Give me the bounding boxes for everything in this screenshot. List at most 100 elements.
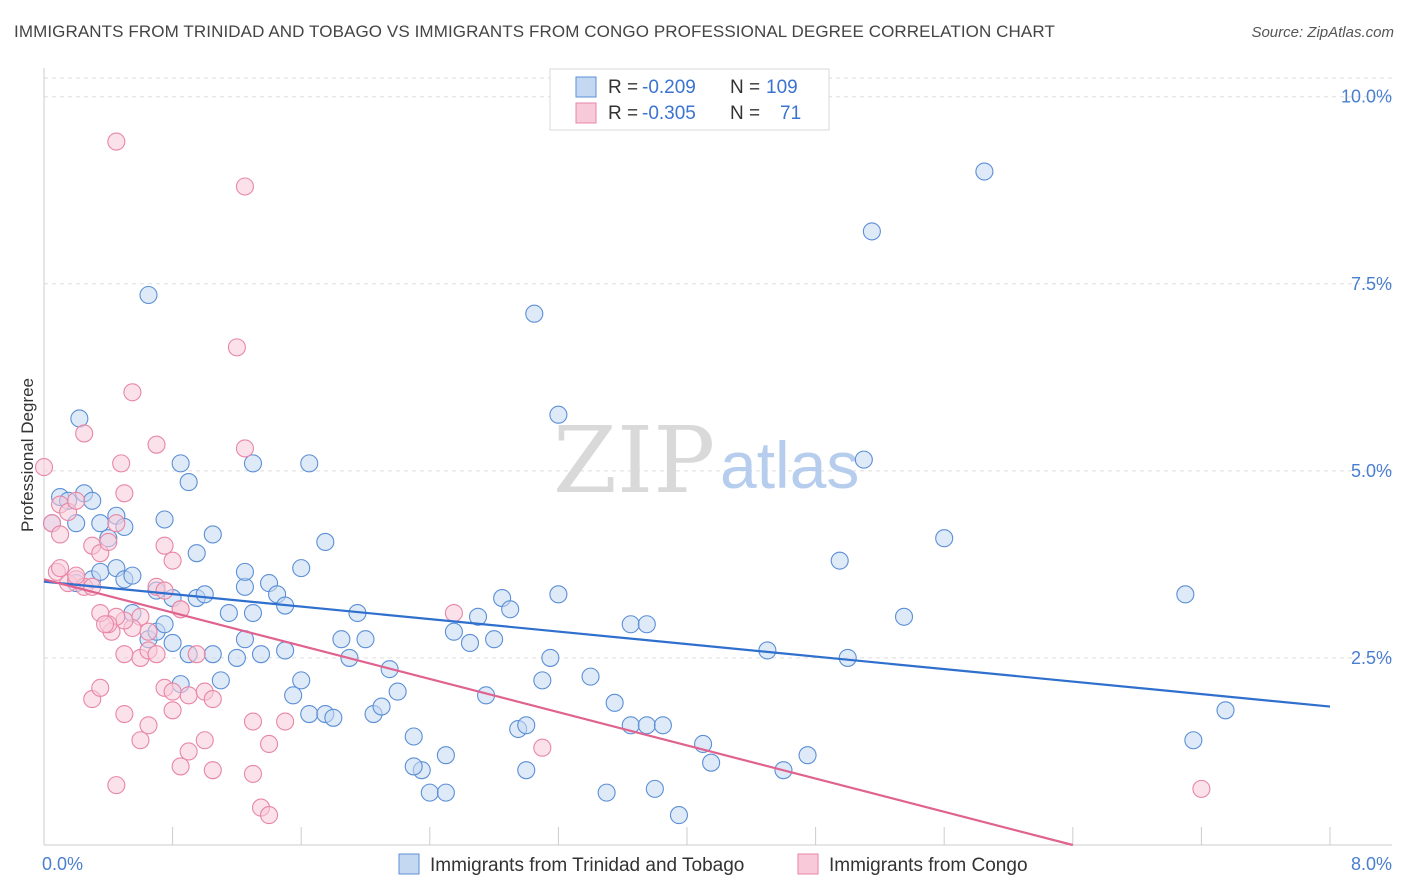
congo-point-13 <box>115 484 134 503</box>
trinidad-point-29 <box>292 559 311 578</box>
congo-point-48 <box>203 761 222 780</box>
trinidad-point-74 <box>485 630 504 649</box>
congo-point-38 <box>203 690 222 709</box>
trinidad-point-51 <box>284 686 303 705</box>
congo-point-64 <box>96 615 115 634</box>
trinidad-point-92 <box>669 806 689 825</box>
trinidad-point-79 <box>533 671 552 690</box>
congo-point-19 <box>163 551 182 570</box>
trinidad-point-23 <box>219 603 238 623</box>
trinidad-point-56 <box>332 630 351 649</box>
legend-r-value-1: -0.209 <box>642 77 696 98</box>
legend-n-value-2: 71 <box>780 103 801 124</box>
congo-point-44 <box>163 701 182 720</box>
top-legend: R = -0.209 N = 109 R = -0.305 N = 71 <box>549 68 830 131</box>
trinidad-point-78 <box>517 761 536 780</box>
congo-point-14 <box>75 424 94 443</box>
congo-point-43 <box>139 716 158 735</box>
congo-point-15 <box>123 383 142 402</box>
trinidad-point-22 <box>195 585 214 604</box>
trinidad-point-12 <box>155 510 174 529</box>
series-congo-points <box>34 132 1211 825</box>
congo-point-16 <box>112 454 131 473</box>
x-tick-label-1: 8.0% <box>1351 854 1392 874</box>
congo-point-57 <box>227 338 246 357</box>
congo-point-55 <box>107 132 126 151</box>
legend-n-label-2: N = <box>730 103 760 124</box>
congo-point-35 <box>179 686 198 705</box>
congo-point-12 <box>107 514 126 533</box>
trinidad-point-64 <box>404 727 423 746</box>
trinidad-point-10 <box>70 409 89 428</box>
congo-point-70 <box>1192 779 1211 798</box>
congo-point-59 <box>34 458 54 477</box>
trinidad-point-97 <box>798 746 817 765</box>
bottom-legend: Immigrants from Trinidad and Tobago Immi… <box>398 853 1028 876</box>
trinidad-point-50 <box>276 641 295 660</box>
trinidad-point-86 <box>621 615 640 634</box>
congo-point-45 <box>171 757 190 776</box>
congo-point-49 <box>243 712 263 731</box>
chart-title: IMMIGRANTS FROM TRINIDAD AND TOBAGO VS I… <box>14 22 1055 41</box>
trinidad-point-37 <box>316 532 335 551</box>
trinidad-point-68 <box>404 757 423 776</box>
trinidad-point-63 <box>388 682 407 701</box>
y-tick-label-0: 2.5% <box>1351 648 1392 668</box>
trinidad-point-87 <box>637 615 656 634</box>
trinidad-point-59 <box>356 630 375 649</box>
legend-r-label-1: R = <box>608 77 638 98</box>
watermark-zip: ZIP <box>553 407 715 514</box>
legend-r-value-2: -0.305 <box>642 103 696 124</box>
trinidad-point-15 <box>91 562 110 581</box>
source-label: Source: ZipAtlas.com <box>1251 24 1394 41</box>
x-tick-labels: 0.0% 8.0% <box>42 854 1392 874</box>
congo-regression-line <box>43 578 1074 847</box>
trinidad-point-91 <box>653 716 672 735</box>
congo-point-47 <box>195 731 214 750</box>
trinidad-point-35 <box>187 544 206 563</box>
congo-point-67 <box>276 712 295 731</box>
congo-point-34 <box>163 682 182 701</box>
trinidad-point-11 <box>139 285 158 305</box>
congo-point-17 <box>147 435 166 454</box>
trinidad-point-71 <box>460 633 480 653</box>
trinidad-point-107 <box>1176 585 1195 604</box>
trinidad-point-101 <box>854 450 873 469</box>
congo-point-51 <box>243 764 263 783</box>
trinidad-point-83 <box>581 667 600 686</box>
congo-point-69 <box>533 738 552 757</box>
congo-point-18 <box>155 536 174 555</box>
trinidad-point-81 <box>517 716 536 735</box>
trinidad-point-106 <box>549 405 568 424</box>
trinidad-point-46 <box>211 671 230 690</box>
congo-point-36 <box>187 645 206 664</box>
trinidad-point-80 <box>541 648 560 667</box>
trinidad-point-105 <box>525 304 544 323</box>
x-tick-label-0: 0.0% <box>42 854 83 874</box>
y-tick-label-2: 7.5% <box>1351 274 1392 294</box>
trinidad-point-18 <box>123 566 142 585</box>
legend-n-value-1: 109 <box>766 77 798 98</box>
legend-n-label-1: N = <box>730 77 760 98</box>
trinidad-point-99 <box>838 648 857 667</box>
congo-point-56 <box>235 177 254 196</box>
trinidad-point-103 <box>935 529 954 548</box>
congo-point-54 <box>107 776 126 795</box>
trinidad-point-89 <box>637 716 656 735</box>
trinidad-point-76 <box>501 600 520 619</box>
trinidad-point-31 <box>179 473 198 492</box>
trinidad-point-100 <box>862 222 881 241</box>
trinidad-point-32 <box>243 454 263 473</box>
congo-point-58 <box>235 439 254 458</box>
trinidad-point-70 <box>444 622 463 641</box>
trinidad-point-41 <box>155 615 174 634</box>
trinidad-point-67 <box>436 783 455 802</box>
congo-point-42 <box>131 731 150 750</box>
congo-point-11 <box>99 532 118 551</box>
trinidad-point-53 <box>300 704 319 724</box>
trinidad-point-69 <box>436 746 455 765</box>
bottom-legend-swatch-pink <box>797 853 819 875</box>
congo-point-41 <box>115 704 134 724</box>
trinidad-point-30 <box>171 454 190 473</box>
